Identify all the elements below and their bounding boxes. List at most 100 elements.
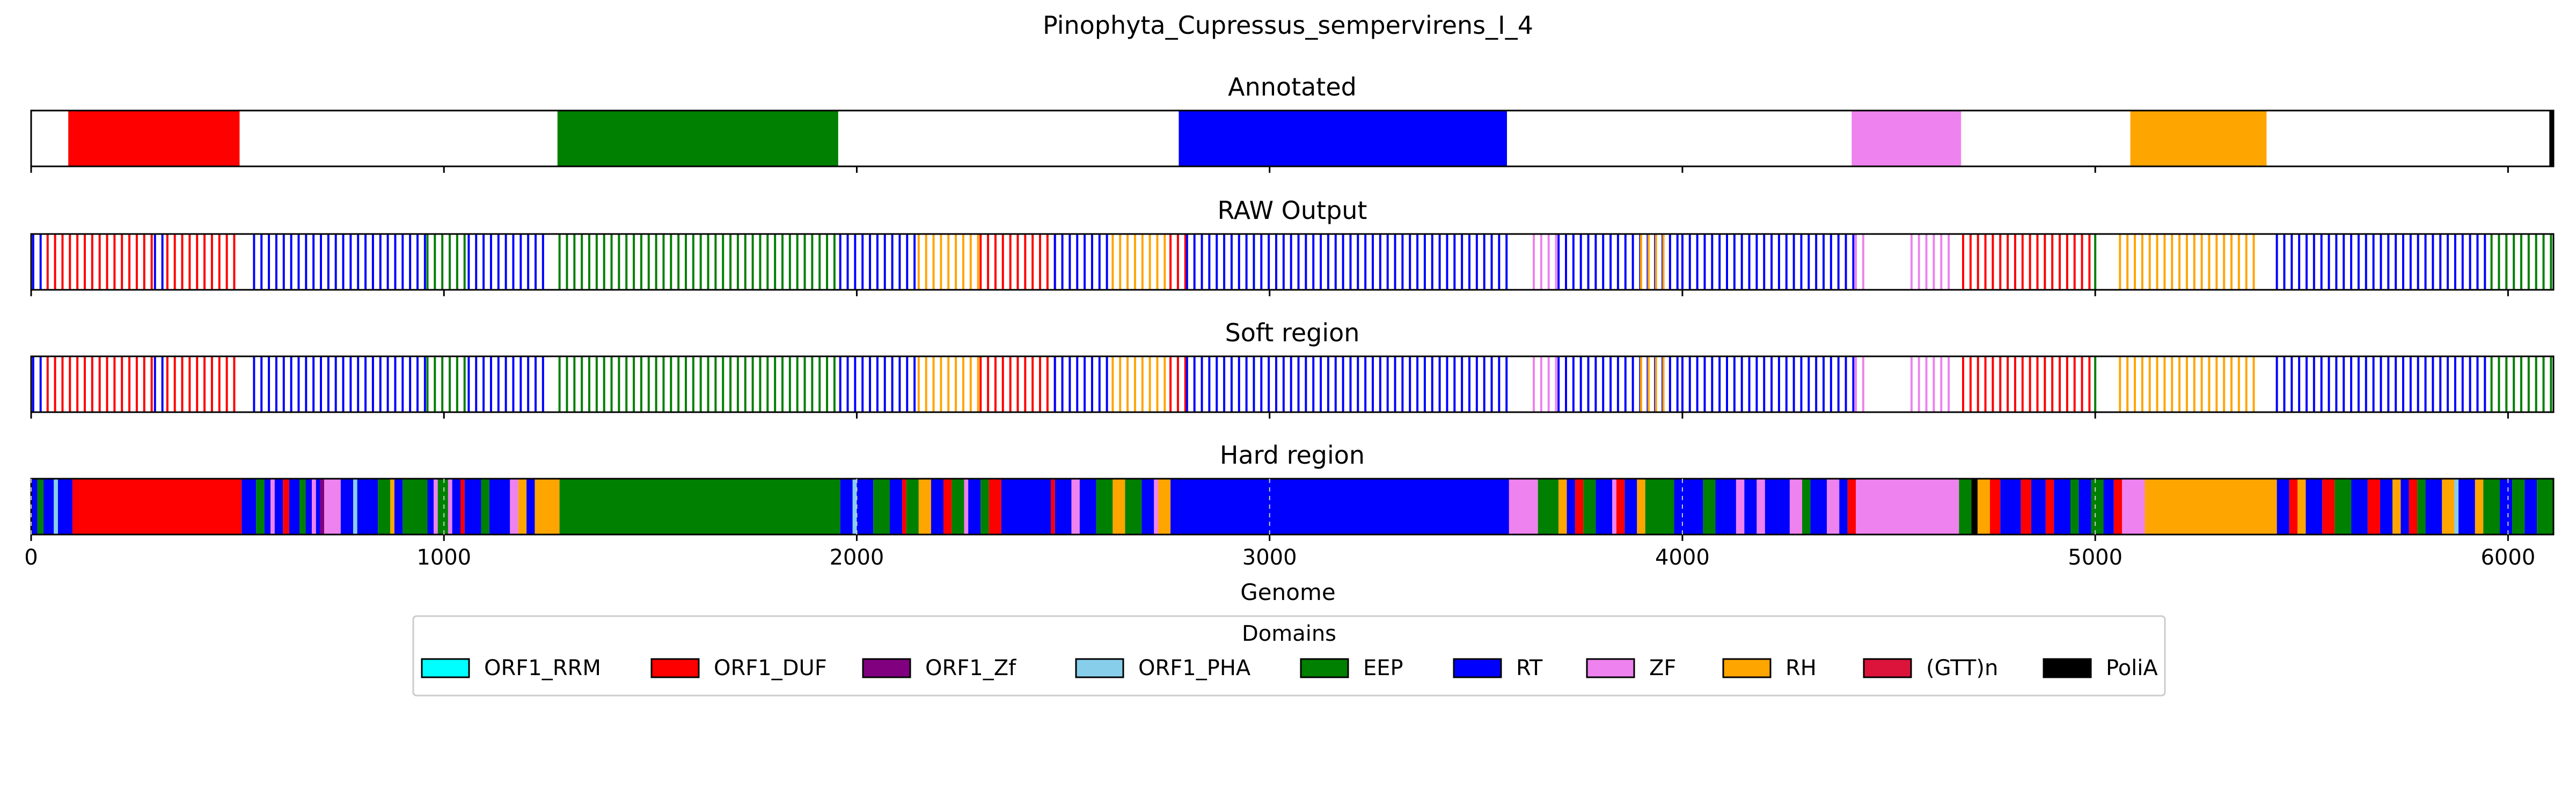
segment-rh xyxy=(1977,479,1990,535)
segment-zf xyxy=(1789,479,1802,535)
legend-label: ORF1_RRM xyxy=(484,656,601,680)
segment-eep xyxy=(1645,479,1674,535)
segment-rt xyxy=(452,479,460,535)
segment-eep xyxy=(2070,479,2079,535)
legend-label: ORF1_PHA xyxy=(1138,656,1251,680)
segment-rh xyxy=(2392,479,2401,535)
segment-eep xyxy=(256,479,265,535)
legend-swatch xyxy=(1453,658,1502,678)
segment-eep xyxy=(2334,479,2352,535)
segment-eep xyxy=(1583,479,1596,535)
x-tick-label: 4000 xyxy=(1655,545,1710,570)
segment-orf1-duf xyxy=(2113,479,2123,535)
panel-title-raw-output: RAW Output xyxy=(1218,196,1367,225)
panel-title-annotated: Annotated xyxy=(1228,72,1357,101)
legend-swatch xyxy=(1722,658,1772,678)
segment-orf1-duf xyxy=(2367,479,2380,535)
segment-rt xyxy=(890,479,903,535)
panel-soft-region: Soft region xyxy=(30,318,2555,419)
segment-rt xyxy=(840,479,853,535)
legend-swatch xyxy=(421,658,470,678)
segment-zf xyxy=(1154,479,1158,535)
segment-zf xyxy=(448,479,452,535)
segment-eep xyxy=(906,479,919,535)
legend-item-zf: ZF xyxy=(1586,656,1676,680)
x-tick-label: 1000 xyxy=(416,545,471,570)
segment-eep xyxy=(2483,479,2500,535)
segment-rh xyxy=(2145,479,2277,535)
segment-rt xyxy=(1567,479,1575,535)
segment-zf xyxy=(1757,479,1765,535)
segment-eep xyxy=(437,479,448,535)
segment-zf xyxy=(1827,479,1840,535)
legend-label: (GTT)n xyxy=(1926,656,1998,680)
segment-orf1-duf xyxy=(2021,479,2031,535)
segment-orf1-duf xyxy=(283,479,289,535)
legend-swatch xyxy=(1300,658,1349,678)
segment-rt xyxy=(1179,111,1507,166)
segment-orf1-duf xyxy=(2322,479,2335,535)
legend-swatch xyxy=(2043,658,2092,678)
segment-rh xyxy=(535,479,560,535)
segment-eep xyxy=(2512,479,2525,535)
segment-rt xyxy=(1744,479,1757,535)
legend-swatch xyxy=(862,658,911,678)
segment-eep xyxy=(873,479,890,535)
segment-rt xyxy=(526,479,535,535)
segment-rh xyxy=(518,479,527,535)
segment-rt xyxy=(1141,479,1154,535)
legend-label: RH xyxy=(1785,656,1817,680)
segment-rt xyxy=(1170,479,1509,535)
panel-background xyxy=(31,234,2553,290)
segment-orf1-pha xyxy=(353,479,357,535)
segment-eep xyxy=(1802,479,1811,535)
segment-rt xyxy=(1839,479,1848,535)
panel-title-soft-region: Soft region xyxy=(1225,318,1360,347)
legend-swatch xyxy=(1863,658,1912,678)
panels: Annotated RAW Output Soft region Hard regio… xyxy=(30,72,2555,541)
figure-title: Pinophyta_Cupressus_sempervirens_I_4 xyxy=(1043,11,1533,40)
segment-rh xyxy=(918,479,931,535)
segment-eep xyxy=(2417,479,2426,535)
segment-zf xyxy=(312,479,316,535)
x-tick-label: 2000 xyxy=(830,545,884,570)
segment-zf xyxy=(1736,479,1745,535)
segment-rt xyxy=(1765,479,1790,535)
segment-rt xyxy=(1715,479,1736,535)
segment-zf xyxy=(510,479,518,535)
segment-rt xyxy=(2524,479,2537,535)
segment-rh xyxy=(390,479,394,535)
segment-orf1-duf xyxy=(902,479,906,535)
segment-rt xyxy=(2500,479,2513,535)
segment-rt xyxy=(1079,479,1096,535)
segment-rt xyxy=(857,479,874,535)
legend-title: Domains xyxy=(1242,621,1336,646)
segment-rt xyxy=(427,479,434,535)
segment-rt xyxy=(289,479,299,535)
segment-eep xyxy=(1959,479,1972,535)
segment-rt xyxy=(305,479,312,535)
x-axis-label: Genome xyxy=(1240,579,1335,605)
segment-eep xyxy=(980,479,989,535)
panel-title-hard-region: Hard region xyxy=(1220,441,1365,470)
legend-item-eep: EEP xyxy=(1300,656,1403,680)
segment-rh xyxy=(1637,479,1645,535)
segment-rh xyxy=(2130,111,2267,166)
segment-orf1-duf xyxy=(68,111,240,166)
segment-zf xyxy=(324,479,341,535)
segment-rt xyxy=(31,479,38,535)
segment-orf1-pha xyxy=(2454,479,2459,535)
legend-swatch xyxy=(1586,658,1635,678)
segment-rt xyxy=(2054,479,2070,535)
segment-eep xyxy=(2537,479,2553,535)
x-tick-label: 3000 xyxy=(1242,545,1297,570)
segment-rh xyxy=(2297,479,2306,535)
segment-eep xyxy=(952,479,964,535)
legend-item-rt: RT xyxy=(1453,656,1543,680)
segment-eep xyxy=(481,479,489,535)
segment-zf xyxy=(1856,479,1959,535)
legend-label: RT xyxy=(1516,656,1543,680)
segment-orf1-duf xyxy=(989,479,1001,535)
segment-rt xyxy=(2380,479,2392,535)
